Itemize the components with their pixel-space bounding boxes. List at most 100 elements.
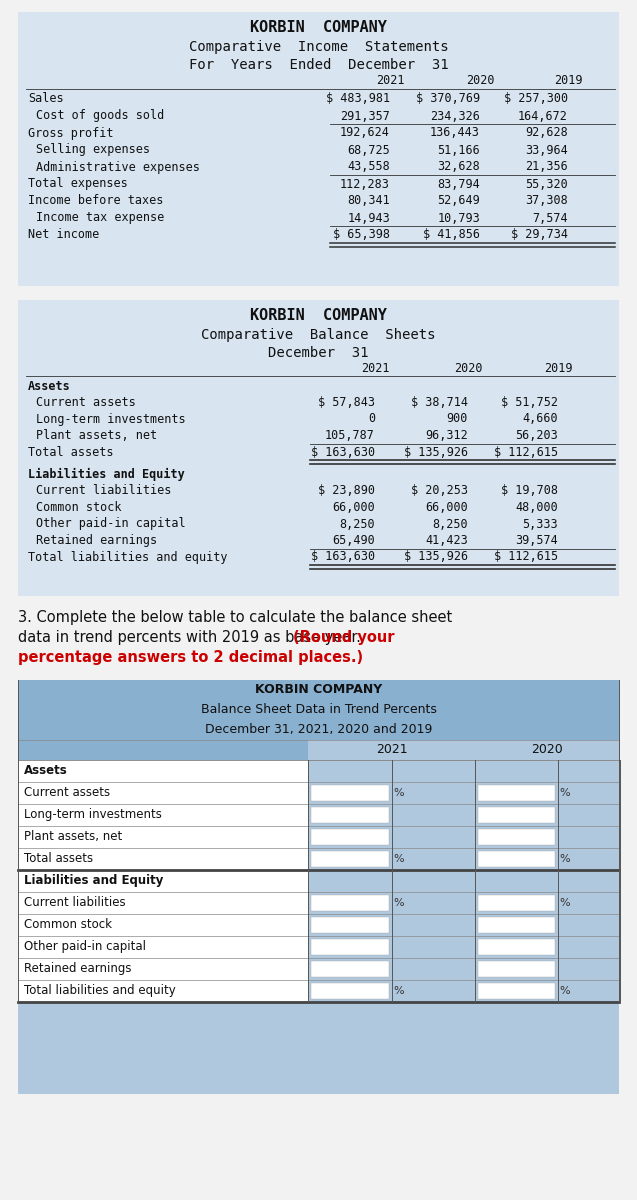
Text: Selling expenses: Selling expenses — [36, 144, 150, 156]
Text: 8,250: 8,250 — [340, 517, 375, 530]
Text: $ 112,615: $ 112,615 — [494, 445, 558, 458]
Bar — [308, 781, 475, 804]
Text: 2020: 2020 — [466, 74, 494, 88]
Text: 2021: 2021 — [361, 361, 389, 374]
Text: Current assets: Current assets — [24, 786, 110, 799]
Text: $ 135,926: $ 135,926 — [404, 551, 468, 564]
Text: Plant assets, net: Plant assets, net — [36, 428, 157, 442]
Text: For  Years  Ended  December  31: For Years Ended December 31 — [189, 58, 448, 72]
Text: 2020: 2020 — [454, 361, 482, 374]
Bar — [311, 894, 389, 911]
Text: 32,628: 32,628 — [437, 161, 480, 174]
Text: Assets: Assets — [28, 379, 71, 392]
Text: 55,320: 55,320 — [526, 178, 568, 191]
Text: %: % — [393, 898, 404, 907]
Text: percentage answers to 2 decimal places.): percentage answers to 2 decimal places.) — [18, 650, 363, 665]
Text: Liabilities and Equity: Liabilities and Equity — [24, 874, 163, 887]
Bar — [475, 979, 620, 1002]
Text: $ 38,714: $ 38,714 — [411, 396, 468, 409]
Text: Plant assets, net: Plant assets, net — [24, 830, 122, 842]
Text: %: % — [393, 853, 404, 864]
Text: $ 135,926: $ 135,926 — [404, 445, 468, 458]
Text: Total liabilities and equity: Total liabilities and equity — [28, 551, 227, 564]
Text: 68,725: 68,725 — [347, 144, 390, 156]
Bar — [311, 851, 389, 866]
Text: 56,203: 56,203 — [515, 428, 558, 442]
Text: 92,628: 92,628 — [526, 126, 568, 139]
Text: 7,574: 7,574 — [533, 211, 568, 224]
Text: %: % — [559, 787, 569, 798]
Text: $ 483,981: $ 483,981 — [326, 92, 390, 106]
Text: Long-term investments: Long-term investments — [24, 808, 162, 821]
Text: $ 163,630: $ 163,630 — [311, 445, 375, 458]
Bar — [311, 938, 389, 954]
Bar — [18, 847, 308, 870]
Text: Comparative  Balance  Sheets: Comparative Balance Sheets — [201, 328, 436, 342]
Text: 96,312: 96,312 — [426, 428, 468, 442]
Bar — [311, 828, 389, 845]
Bar — [311, 960, 389, 977]
Bar — [18, 826, 308, 847]
Text: $ 65,398: $ 65,398 — [333, 228, 390, 241]
Bar — [18, 936, 308, 958]
Bar — [475, 913, 620, 936]
Bar — [308, 826, 475, 847]
Text: 2021: 2021 — [376, 743, 407, 756]
Bar — [18, 892, 308, 913]
Text: 10,793: 10,793 — [437, 211, 480, 224]
Text: Common stock: Common stock — [24, 918, 112, 931]
Bar — [478, 806, 555, 822]
Text: $ 19,708: $ 19,708 — [501, 485, 558, 498]
Text: 8,250: 8,250 — [433, 517, 468, 530]
Bar — [18, 12, 619, 286]
Text: $ 23,890: $ 23,890 — [318, 485, 375, 498]
Text: Retained earnings: Retained earnings — [36, 534, 157, 547]
Text: 66,000: 66,000 — [426, 502, 468, 514]
Bar — [308, 936, 475, 958]
Bar — [478, 983, 555, 998]
Text: 41,423: 41,423 — [426, 534, 468, 547]
Text: 33,964: 33,964 — [526, 144, 568, 156]
Text: $ 51,752: $ 51,752 — [501, 396, 558, 409]
Bar — [18, 679, 619, 700]
Text: 65,490: 65,490 — [333, 534, 375, 547]
Bar — [475, 936, 620, 958]
Bar — [475, 847, 620, 870]
Bar — [308, 870, 475, 892]
Text: 2019: 2019 — [544, 361, 572, 374]
Text: 900: 900 — [447, 413, 468, 426]
Bar — [18, 679, 619, 1093]
Text: 37,308: 37,308 — [526, 194, 568, 208]
Bar — [478, 938, 555, 954]
Text: Current liabilities: Current liabilities — [36, 485, 171, 498]
Text: $ 29,734: $ 29,734 — [511, 228, 568, 241]
Text: $ 41,856: $ 41,856 — [423, 228, 480, 241]
Text: Current liabilities: Current liabilities — [24, 896, 125, 910]
Text: $ 112,615: $ 112,615 — [494, 551, 558, 564]
Text: 2020: 2020 — [532, 743, 563, 756]
Text: Income before taxes: Income before taxes — [28, 194, 163, 208]
Text: 48,000: 48,000 — [515, 502, 558, 514]
Bar — [308, 979, 475, 1002]
Bar — [475, 826, 620, 847]
Text: $ 57,843: $ 57,843 — [318, 396, 375, 409]
Text: Sales: Sales — [28, 92, 64, 106]
Bar — [478, 828, 555, 845]
Bar — [18, 781, 308, 804]
Text: $ 163,630: $ 163,630 — [311, 551, 375, 564]
Text: data in trend percents with 2019 as base year.: data in trend percents with 2019 as base… — [18, 630, 366, 646]
Bar — [475, 892, 620, 913]
Bar — [18, 300, 619, 595]
Text: Comparative  Income  Statements: Comparative Income Statements — [189, 40, 448, 54]
Text: %: % — [559, 853, 569, 864]
Bar — [311, 917, 389, 932]
Text: Common stock: Common stock — [36, 502, 122, 514]
Text: Other paid-in capital: Other paid-in capital — [24, 940, 146, 953]
Bar — [18, 760, 619, 781]
Text: December  31: December 31 — [268, 346, 369, 360]
Text: Cost of goods sold: Cost of goods sold — [36, 109, 164, 122]
Text: 0: 0 — [368, 413, 375, 426]
Text: 192,624: 192,624 — [340, 126, 390, 139]
Text: Gross profit: Gross profit — [28, 126, 113, 139]
Bar — [18, 979, 308, 1002]
